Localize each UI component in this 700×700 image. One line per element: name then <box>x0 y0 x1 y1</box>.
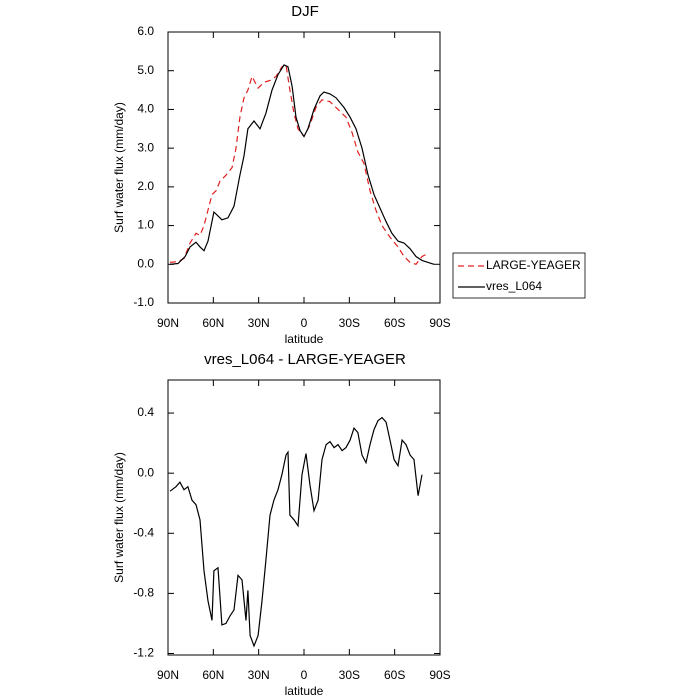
chart-title: DJF <box>291 3 319 20</box>
y-tick-label: 0.0 <box>137 465 154 479</box>
x-tick-label: 30S <box>339 316 360 330</box>
y-axis-label: Surf water flux (mm/day) <box>112 452 126 583</box>
y-tick-label: -1.2 <box>133 646 154 660</box>
x-tick-label: 30N <box>248 668 270 682</box>
plot-frame <box>167 379 441 656</box>
x-tick-label: 0 <box>301 316 308 330</box>
x-tick-label: 90S <box>429 668 450 682</box>
y-tick-label: 1.0 <box>137 218 154 232</box>
x-tick-label: 60N <box>202 316 224 330</box>
y-tick-label: -0.8 <box>133 586 154 600</box>
x-axis-label: latitude <box>285 332 324 346</box>
y-tick-label: 2.0 <box>137 179 154 193</box>
x-tick-label: 60S <box>384 316 405 330</box>
chart-title: vres_L064 - LARGE-YEAGER <box>204 351 406 368</box>
legend-box <box>452 252 586 299</box>
y-tick-label: 6.0 <box>137 24 154 38</box>
x-tick-label: 0 <box>301 668 308 682</box>
legend-label: vres_L064 <box>486 279 542 293</box>
x-axis-label: latitude <box>285 684 324 698</box>
data-line <box>169 64 427 266</box>
x-tick-label: 60N <box>202 668 224 682</box>
legend-label: LARGE-YEAGER <box>486 258 581 272</box>
y-tick-label: -0.4 <box>133 525 154 539</box>
plot-frame <box>167 31 441 304</box>
y-tick-label: 0.4 <box>137 405 154 419</box>
x-tick-label: 90N <box>157 668 179 682</box>
x-tick-label: 30N <box>248 316 270 330</box>
x-tick-label: 60S <box>384 668 405 682</box>
y-tick-label: 0.0 <box>137 256 154 270</box>
y-tick-label: -1.0 <box>133 295 154 309</box>
y-axis-label: Surf water flux (mm/day) <box>112 102 126 233</box>
x-tick-label: 90N <box>157 316 179 330</box>
y-tick-label: 3.0 <box>137 140 154 154</box>
x-tick-label: 90S <box>429 316 450 330</box>
data-line <box>169 64 435 265</box>
y-tick-label: 4.0 <box>137 102 154 116</box>
data-line <box>169 416 423 648</box>
x-tick-label: 30S <box>339 668 360 682</box>
y-tick-label: 5.0 <box>137 63 154 77</box>
